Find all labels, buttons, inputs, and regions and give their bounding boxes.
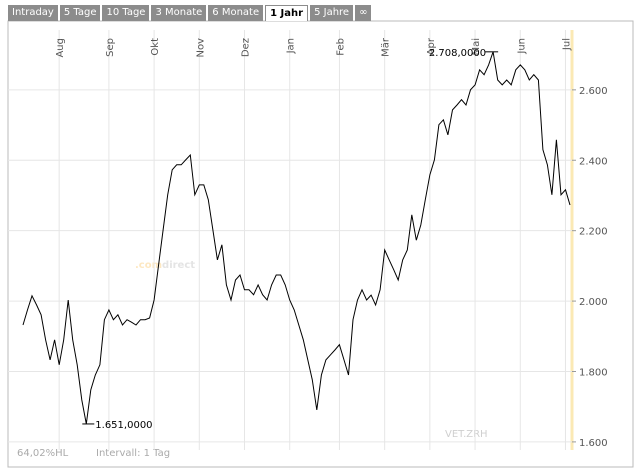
x-tick-label: Mai xyxy=(471,38,482,56)
x-tick-label: Jan xyxy=(286,38,297,54)
tab[interactable]: 10 Tage xyxy=(102,5,150,21)
tab[interactable]: 5 Jahre xyxy=(310,5,354,21)
value-label: 1.651,0000 xyxy=(95,420,152,431)
x-tick-label: Jul xyxy=(561,38,572,51)
y-tick-label: 1.800 xyxy=(579,367,608,378)
footer: Intervall: 1 Tag xyxy=(96,448,170,459)
x-tick-label: Nov xyxy=(195,38,206,58)
tab[interactable]: 3 Monate xyxy=(151,5,207,21)
tab[interactable]: 5 Tage xyxy=(59,5,101,21)
tab-bar: Intraday 5 Tage 10 Tage 3 Monate 6 Monate 1 J… xyxy=(8,5,372,21)
x-tick-label: Jun xyxy=(516,38,527,55)
value-label: 2.708,0000 xyxy=(429,48,486,59)
x-tick-label: Aug xyxy=(55,38,66,58)
x-tick-label: Feb xyxy=(335,38,346,56)
frame xyxy=(7,20,634,468)
x-tick-label: Mär xyxy=(381,37,392,57)
footer: 64,02%HL xyxy=(17,448,69,459)
x-tick-label: Apr xyxy=(426,37,437,55)
x-tick-label: Dez xyxy=(241,38,252,57)
tab[interactable]: Intraday xyxy=(8,5,58,21)
symbol: VET.ZRH xyxy=(445,429,488,440)
y-tick-label: 2.400 xyxy=(579,156,608,167)
x-tick-label: Okt xyxy=(150,38,161,56)
tab[interactable]: 1 Jahr xyxy=(265,5,309,21)
watermark: direct xyxy=(162,260,195,271)
y-tick-label: 2.200 xyxy=(579,227,608,238)
x-tick-label: Sep xyxy=(105,38,116,57)
watermark: .com xyxy=(135,260,162,271)
tab[interactable]: ∞ xyxy=(355,5,372,21)
y-tick-label: 1.600 xyxy=(579,438,608,449)
tab[interactable]: 6 Monate xyxy=(208,5,264,21)
y-tick-label: 2.600 xyxy=(579,86,608,97)
price-line xyxy=(22,51,571,424)
y-tick-label: 2.000 xyxy=(579,297,608,308)
